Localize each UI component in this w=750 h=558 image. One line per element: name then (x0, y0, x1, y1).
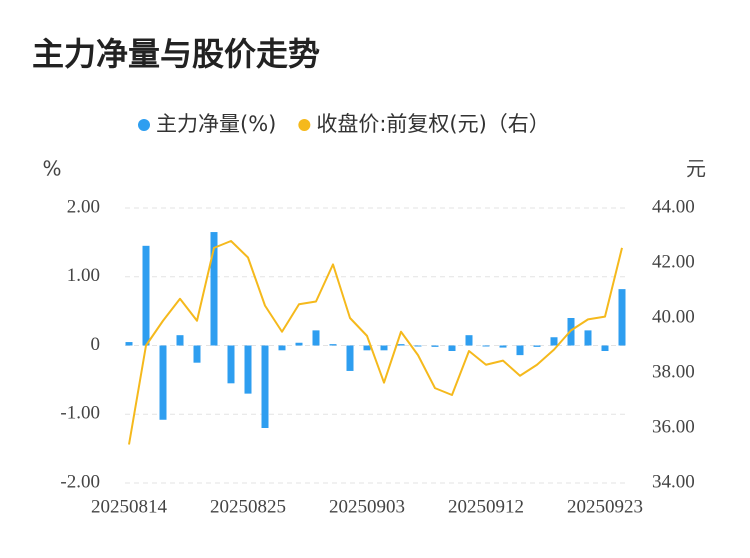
chart-title: 主力净量与股价走势 (32, 35, 320, 73)
x-tick-label: 20250814 (91, 496, 168, 517)
legend-label: 主力净量(%) (156, 112, 276, 136)
y-axis-unit: % (42, 157, 61, 181)
bar (448, 345, 456, 351)
y2-axis-unit: 元 (686, 157, 706, 181)
legend-marker (138, 119, 150, 131)
bar (601, 345, 609, 351)
y2-tick-label: 38.00 (652, 361, 695, 382)
bar (618, 289, 626, 346)
bar (363, 345, 371, 351)
x-tick-label: 20250912 (448, 496, 524, 517)
y-tick-label: 2.00 (67, 196, 100, 217)
bar (193, 345, 201, 363)
bar (516, 345, 524, 356)
bar (533, 345, 541, 347)
y-tick-label: 0 (91, 334, 101, 355)
x-tick-label: 20250903 (329, 496, 405, 517)
y2-tick-label: 42.00 (652, 251, 695, 272)
bar (584, 330, 592, 346)
bar (227, 345, 235, 384)
y-tick-label: -1.00 (60, 403, 100, 424)
legend-marker (298, 119, 311, 131)
y2-tick-label: 40.00 (652, 306, 695, 327)
bar (329, 344, 337, 346)
bar (431, 345, 439, 347)
y2-tick-label: 44.00 (652, 196, 695, 217)
x-tick-label: 20250923 (567, 496, 643, 517)
bar (278, 345, 286, 351)
bar (210, 232, 218, 346)
bar (550, 337, 558, 346)
bar (159, 345, 167, 420)
price-line (128, 240, 623, 445)
bar (312, 330, 320, 346)
bar (125, 342, 133, 346)
bar (482, 345, 490, 347)
bar (499, 345, 507, 348)
y2-tick-label: 34.00 (652, 471, 695, 492)
y-tick-label: -2.00 (60, 471, 100, 492)
bar (176, 335, 184, 346)
y2-tick-label: 36.00 (652, 416, 695, 437)
legend-label: 收盘价:前复权(元)（右） (316, 112, 549, 136)
bar (142, 245, 150, 346)
bar (244, 345, 252, 394)
bar (295, 342, 303, 346)
bar (261, 345, 269, 428)
x-tick-label: 20250825 (210, 496, 286, 517)
bar (397, 344, 405, 346)
y-tick-label: 1.00 (67, 265, 100, 286)
bar (346, 345, 354, 371)
bar (465, 335, 473, 346)
bar (380, 345, 388, 351)
bar (414, 345, 422, 347)
